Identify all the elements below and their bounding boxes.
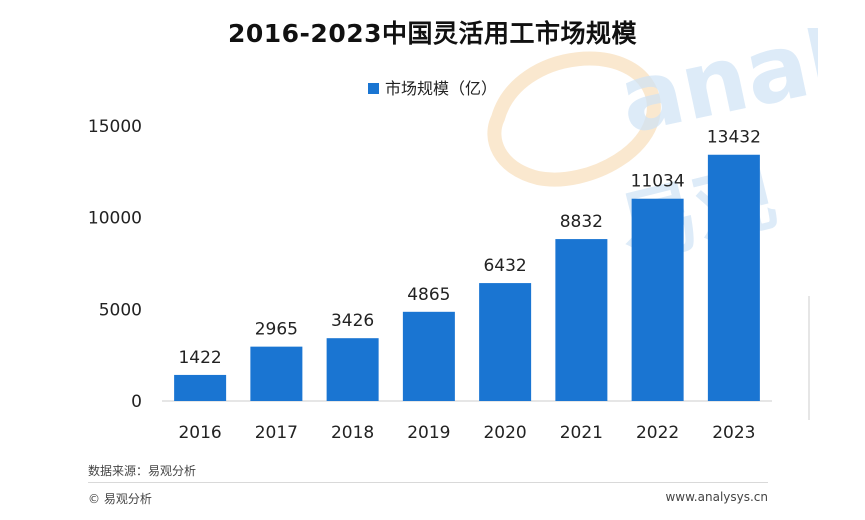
bar — [707, 154, 760, 401]
x-tick-label: 2023 — [712, 423, 755, 443]
data-source-note: 数据来源：易观分析 — [88, 464, 197, 478]
bar-chart: 0 5000 10000 15000 1422 2016 2965 2017 3426 2018 4… — [88, 117, 772, 443]
x-tick-label: 2017 — [255, 423, 298, 443]
copyright-text: © 易观分析 — [88, 492, 152, 506]
chart-title: 2016-2023中国灵活用工市场规模 — [227, 19, 638, 48]
bar — [174, 374, 227, 401]
data-label: 11034 — [631, 172, 685, 192]
data-label: 2965 — [255, 320, 298, 340]
bar — [402, 311, 455, 401]
y-tick-label: 5000 — [99, 300, 142, 320]
y-tick-label: 15000 — [88, 117, 142, 137]
x-tick-label: 2018 — [331, 423, 374, 443]
legend-swatch — [367, 83, 379, 94]
bar — [250, 346, 303, 401]
data-label: 8832 — [560, 212, 603, 232]
data-label: 3426 — [331, 311, 374, 331]
x-tick-label: 2016 — [178, 423, 221, 443]
frame-edge — [808, 296, 810, 420]
footer-divider — [88, 482, 768, 483]
x-tick-label: 2021 — [560, 423, 603, 443]
bar — [326, 338, 379, 401]
chart-legend: 市场规模（亿） — [0, 75, 865, 99]
x-tick-label: 2022 — [636, 423, 679, 443]
y-tick-label: 10000 — [88, 209, 142, 229]
bar — [631, 198, 684, 401]
y-tick-label: 0 — [131, 392, 142, 412]
data-label: 1422 — [178, 348, 221, 368]
bar — [555, 239, 608, 401]
data-label: 4865 — [407, 285, 450, 305]
bar — [479, 283, 532, 401]
website-url: www.analysys.cn — [665, 490, 768, 504]
data-label: 6432 — [483, 256, 526, 276]
data-label: 13432 — [707, 128, 761, 148]
x-tick-label: 2020 — [483, 423, 526, 443]
x-tick-label: 2019 — [407, 423, 450, 443]
legend-label: 市场规模（亿） — [384, 79, 497, 98]
